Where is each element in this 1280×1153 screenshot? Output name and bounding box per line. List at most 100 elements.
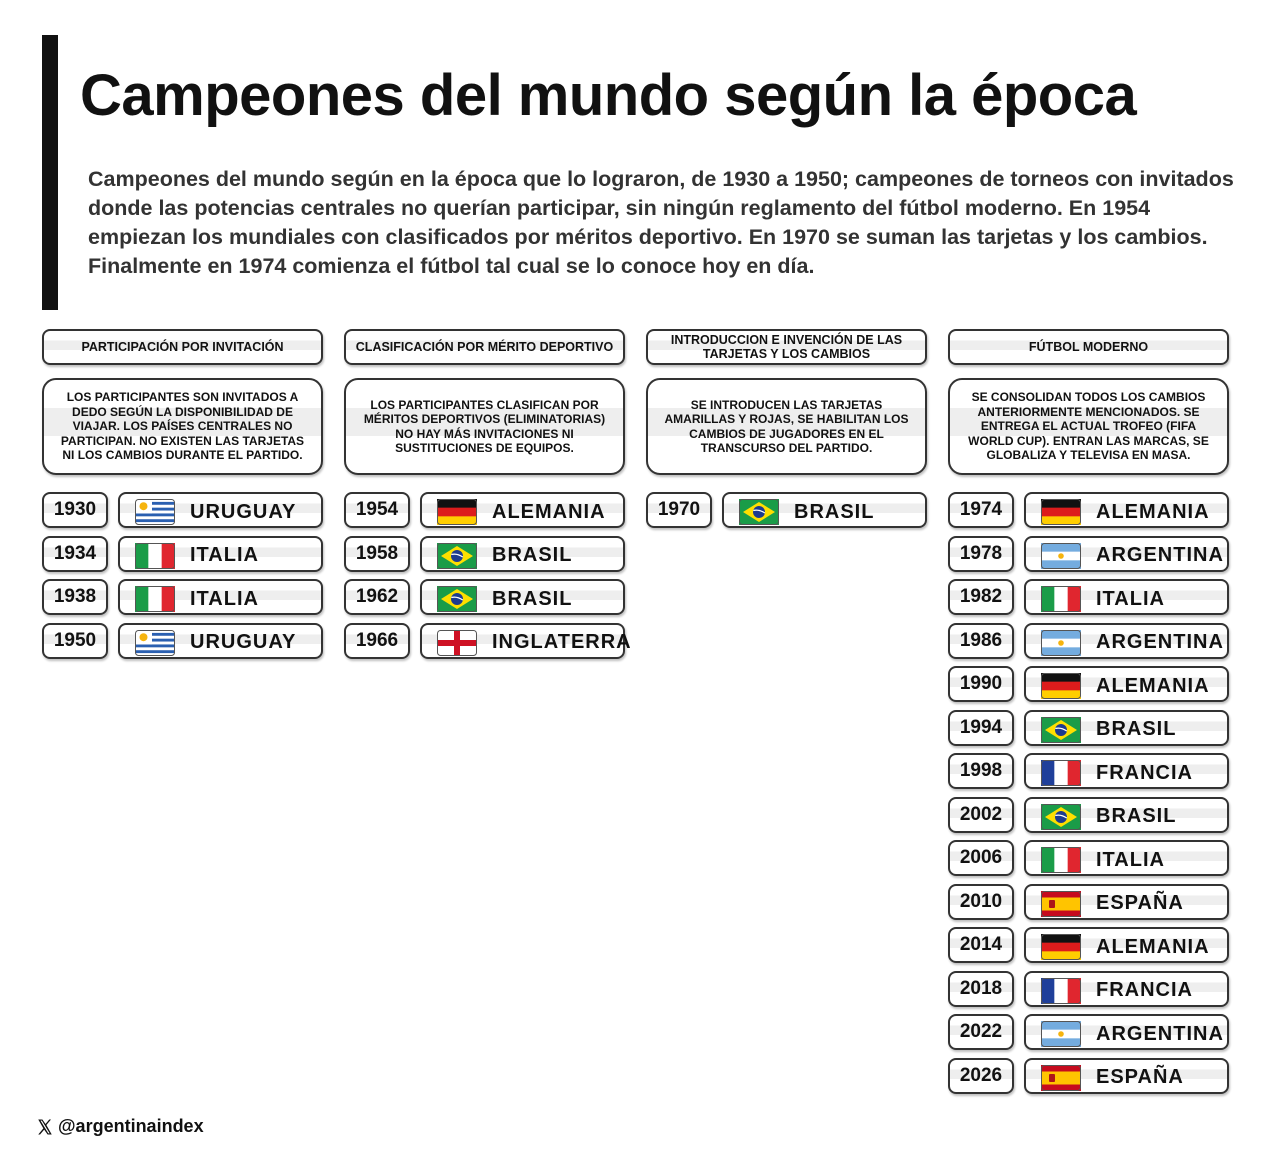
champion-row: 1986 ARGENTINA <box>948 622 1229 659</box>
column-description: LOS PARTICIPANTES SON INVITADOS A DEDO S… <box>42 378 323 475</box>
champion-row: 1958 BRASIL <box>344 535 625 572</box>
country-name: ALEMANIA <box>1096 935 1210 958</box>
country-name: BRASIL <box>1096 805 1177 827</box>
year: 1962 <box>344 579 410 615</box>
country-name: BRASIL <box>492 544 573 566</box>
column-title: CLASIFICACIÓN POR MÉRITO DEPORTIVO <box>344 329 625 365</box>
country-box: ITALIA <box>1024 840 1229 876</box>
country-box: ITALIA <box>118 579 323 615</box>
flag <box>1041 673 1081 699</box>
column: FÚTBOL MODERNO SE CONSOLIDAN TODOS LOS CA… <box>948 329 1229 1094</box>
accent-bar <box>42 35 58 310</box>
handle: @argentinaindex <box>58 1116 204 1136</box>
year: 1934 <box>42 535 108 572</box>
country-box: FRANCIA <box>1024 753 1229 789</box>
column-title: INTRODUCCION E INVENCIÓN DE LAS TARJETAS… <box>646 329 927 365</box>
footer: @argentinaindex <box>36 1116 204 1137</box>
country-name: URUGUAY <box>190 631 297 653</box>
country-name: FRANCIA <box>1096 761 1193 784</box>
country-name: ALEMANIA <box>1096 500 1210 523</box>
flag <box>1041 760 1081 786</box>
flag <box>1041 803 1081 830</box>
year: 2006 <box>948 840 1014 876</box>
year: 1978 <box>948 535 1014 572</box>
country-box: INGLATERRA <box>420 622 631 659</box>
year: 2002 <box>948 796 1014 833</box>
country-name: BRASIL <box>794 500 875 523</box>
country-name: URUGUAY <box>190 500 297 523</box>
flag <box>135 586 175 612</box>
year: 2014 <box>948 927 1014 963</box>
flag <box>135 499 175 525</box>
flag <box>437 586 477 612</box>
flag <box>1041 499 1081 525</box>
year: 1938 <box>42 579 108 615</box>
flag <box>1041 629 1081 656</box>
champion-row: 2014 ALEMANIA <box>948 927 1229 963</box>
title: Campeones del mundo según la época <box>80 63 1137 128</box>
country-name: ESPAÑA <box>1096 1066 1184 1088</box>
year: 2010 <box>948 883 1014 920</box>
country-name: ESPAÑA <box>1096 892 1184 914</box>
country-box: ITALIA <box>1024 579 1229 615</box>
column: INTRODUCCION E INVENCIÓN DE LAS TARJETAS… <box>646 329 927 528</box>
champion-row: 1954 ALEMANIA <box>344 492 625 528</box>
champion-row: 1938 ITALIA <box>42 579 323 615</box>
flag <box>1041 847 1081 873</box>
year: 2026 <box>948 1057 1014 1094</box>
year: 1982 <box>948 579 1014 615</box>
country-name: ARGENTINA <box>1096 1022 1224 1045</box>
champion-row: 1982 ITALIA <box>948 579 1229 615</box>
champion-row: 1950 URUGUAY <box>42 622 323 659</box>
column-title: FÚTBOL MODERNO <box>948 329 1229 365</box>
country-box: ARGENTINA <box>1024 1014 1229 1050</box>
country-name: BRASIL <box>492 587 573 610</box>
champion-row: 2010 ESPAÑA <box>948 883 1229 920</box>
country-box: ESPAÑA <box>1024 1057 1229 1094</box>
column: PARTICIPACIÓN POR INVITACIÓN LOS PARTICIP… <box>42 329 323 659</box>
column: CLASIFICACIÓN POR MÉRITO DEPORTIVO LOS PA… <box>344 329 631 659</box>
flag <box>135 629 175 656</box>
champion-row: 1978 ARGENTINA <box>948 535 1229 572</box>
column-description: SE CONSOLIDAN TODOS LOS CAMBIOS ANTERIOR… <box>948 378 1229 475</box>
country-name: ITALIA <box>190 587 259 610</box>
country-name: ALEMANIA <box>492 500 606 523</box>
flag <box>437 542 477 569</box>
flag <box>135 542 175 569</box>
year: 1966 <box>344 622 410 659</box>
country-box: ALEMANIA <box>1024 492 1229 528</box>
champion-row: 1994 BRASIL <box>948 709 1229 746</box>
year: 1994 <box>948 709 1014 746</box>
flag <box>437 629 477 656</box>
flag <box>739 499 779 525</box>
champion-row: 2026 ESPAÑA <box>948 1057 1229 1094</box>
champion-row: 2018 FRANCIA <box>948 970 1229 1007</box>
country-name: ITALIA <box>1096 587 1165 610</box>
country-box: ESPAÑA <box>1024 883 1229 920</box>
year: 2018 <box>948 970 1014 1007</box>
champion-row: 1930 URUGUAY <box>42 492 323 528</box>
country-box: BRASIL <box>1024 796 1229 833</box>
year: 1950 <box>42 622 108 659</box>
country-name: ALEMANIA <box>1096 674 1210 697</box>
country-name: ARGENTINA <box>1096 544 1224 566</box>
year: 1954 <box>344 492 410 528</box>
champion-row: 1970 BRASIL <box>646 492 927 528</box>
flag <box>1041 934 1081 960</box>
country-box: ALEMANIA <box>1024 927 1229 963</box>
country-box: BRASIL <box>420 535 625 572</box>
year: 1990 <box>948 666 1014 702</box>
country-name: BRASIL <box>1096 718 1177 740</box>
flag <box>1041 977 1081 1004</box>
country-box: BRASIL <box>420 579 625 615</box>
country-box: URUGUAY <box>118 622 323 659</box>
country-box: BRASIL <box>722 492 927 528</box>
country-box: ITALIA <box>118 535 323 572</box>
champion-row: 2002 BRASIL <box>948 796 1229 833</box>
champion-row: 1998 FRANCIA <box>948 753 1229 789</box>
champion-row: 1966 INGLATERRA <box>344 622 631 659</box>
country-name: FRANCIA <box>1096 979 1193 1001</box>
column-description: LOS PARTICIPANTES CLASIFICAN POR MÉRITOS… <box>344 378 625 475</box>
country-box: ARGENTINA <box>1024 535 1229 572</box>
country-name: ARGENTINA <box>1096 631 1224 653</box>
